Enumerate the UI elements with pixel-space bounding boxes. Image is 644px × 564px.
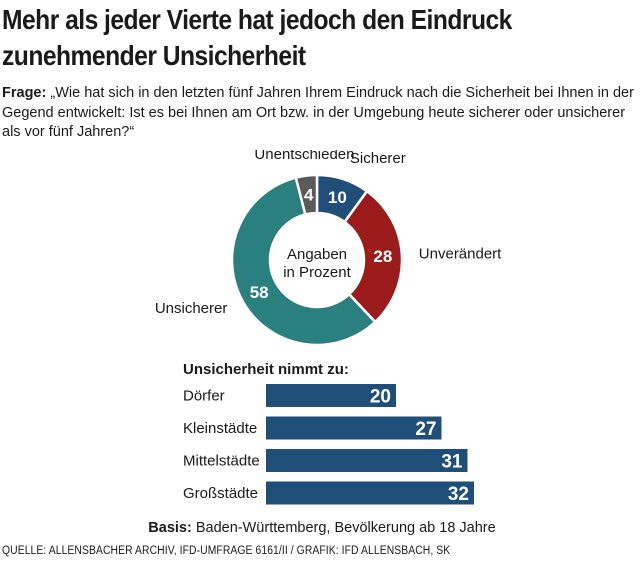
basis-text: Baden-Württemberg, Bevölkerung ab 18 Jah… [195,520,496,536]
chart-title: Mehr als jeder Vierte hat jedoch den Ein… [2,2,565,74]
donut-label-unsicherer: Unsicherer [155,300,228,317]
bar-chart-title: Unsicherheit nimmt zu: [183,361,349,378]
bar-category-grossstaedte: Großstädte [183,485,258,502]
bar-value-grossstaedte: 32 [448,484,469,505]
donut-slice-unsicherer [230,176,377,347]
bar-category-doerfer: Dörfer [183,388,225,405]
title-line-2: zunehmender Unsicherheit [2,40,306,71]
bar-doerfer [266,384,396,407]
donut-slice-unentschieden [294,173,319,216]
donut-label-unveraendert: Unverändert [419,246,502,263]
source-note: QUELLE: ALLENSBACHER ARCHIV, IFD-UMFRAGE… [2,545,451,557]
donut-value-unentschieden: 4 [304,186,314,205]
bar-chart: Dörfer 20 Kleinstädte 27 Mittelstädte 31 Großs… [183,384,474,505]
bar-category-mittelstaedte: Mittelstädte [183,453,260,470]
question-text: Frage: „Wie hat sich in den letzten fünf… [2,84,638,143]
basis-note: Basis: Baden-Württemberg, Bevölkerung ab… [0,520,644,536]
basis-label: Basis: [148,520,192,536]
bar-value-doerfer: 20 [370,387,391,408]
donut-label-sicherer: Sicherer [350,150,406,167]
donut-chart: 10 28 58 4 Sicherer Unverändert Unsicherer Une… [155,150,502,347]
donut-center-label-line-1: Angaben [287,246,347,263]
bar-value-mittelstaedte: 31 [441,452,463,473]
donut-value-unsicherer: 58 [250,283,269,302]
title-line-1: Mehr als jeder Vierte hat jedoch den Ein… [2,4,512,35]
bar-kleinstaedte [266,416,442,440]
donut-slice-unveraendert [342,189,404,324]
bar-category-kleinstaedte: Kleinstädte [183,420,257,437]
donut-value-sicherer: 10 [328,188,347,207]
donut-value-unveraendert: 28 [373,247,392,266]
donut-center-label-line-2: in Prozent [283,264,351,281]
question-label: Frage: [2,85,47,101]
question-body: „Wie hat sich in den letzten fünf Jahren… [2,85,634,140]
bar-grossstaedte [266,481,474,505]
bar-group: Dörfer 20 Kleinstädte 27 Mittelstädte 31 Großs… [183,384,474,505]
bar-value-kleinstaedte: 27 [415,419,436,440]
donut-value-labels: 10 28 58 4 [250,186,393,302]
bar-mittelstaedte [266,449,468,472]
donut-slice-labels: Sicherer Unverändert Unsicherer Unentschied… [155,150,502,317]
donut-slices [230,173,404,347]
donut-label-unentschieden: Unentschieden [254,150,354,163]
